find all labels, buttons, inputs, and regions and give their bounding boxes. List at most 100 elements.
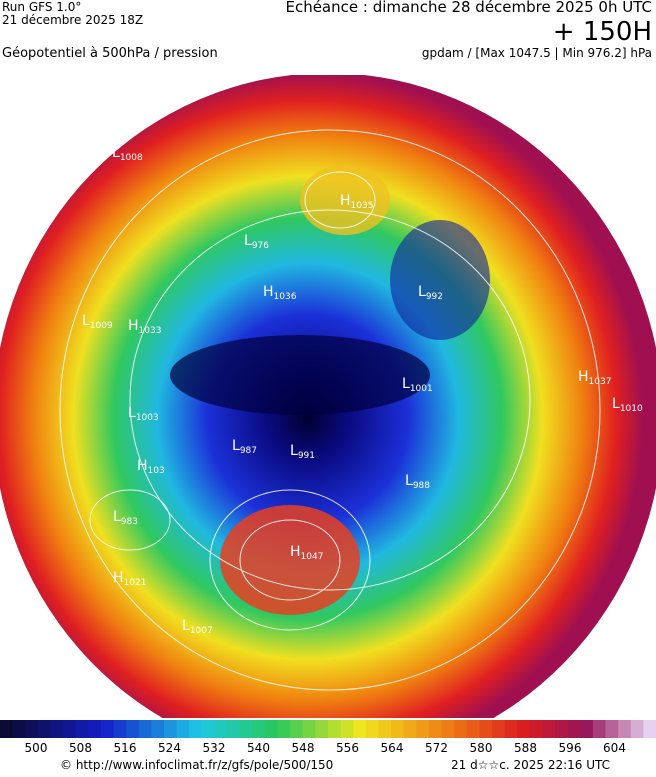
colorbar-cell [365,720,379,738]
center-value: 992 [426,292,443,302]
colorbar-label: 564 [381,741,404,755]
colorbar-label: 572 [425,741,448,755]
center-type: L [128,405,136,421]
colorbar-label: 604 [603,741,626,755]
center-value: 991 [298,451,315,461]
colorbar-cell [138,720,152,738]
center-type: L [182,618,190,634]
center-value: 988 [413,481,430,491]
pressure-center: L1009 [82,313,113,331]
center-type: L [405,473,413,489]
colorbar-cell [643,720,656,738]
center-type: L [112,145,120,161]
colorbar-label: 548 [292,741,315,755]
trough [170,335,430,415]
center-value: 987 [240,446,257,456]
isobars [59,129,601,691]
center-type: L [402,376,410,392]
pressure-center: H1035 [340,193,373,211]
center-type: H [340,193,351,209]
center-value: 1021 [124,578,147,588]
colorbar-cell [290,720,304,738]
colorbar-cell [542,720,556,738]
center-type: H [578,369,589,385]
center-type: H [128,318,139,334]
colorbar-cell [164,720,178,738]
colorbar-cell [328,720,342,738]
colorbar-cell [176,720,190,738]
colorbar-cell [37,720,51,738]
units-label: gpdam / [Max 1047.5 | Min 976.2] hPa [422,46,652,60]
run-date: 21 décembre 2025 18Z [2,13,143,27]
colorbar-cell [264,720,279,738]
pressure-center: L987 [232,438,257,456]
center-value: 1047 [301,552,324,562]
pressure-center: L1003 [128,405,159,423]
pressure-center: L988 [405,473,430,491]
colorbar-cell [378,720,392,738]
colorbar-cell [126,720,140,738]
colorbar-cell [0,720,14,738]
colorbar-cell [454,720,468,738]
colorbar-cell [428,720,443,738]
forecast-time: Echéance : dimanche 28 décembre 2025 0h … [285,0,652,16]
center-value: 1035 [351,201,374,211]
colorbar-cell [529,720,543,738]
center-type: H [290,544,301,560]
pressure-center: L1008 [112,145,143,163]
colorbar-cell [302,720,316,738]
run-label: Run GFS 1.0° [2,0,81,14]
pressure-center: H1036 [263,284,297,302]
center-value: 1009 [90,321,113,331]
pressure-center: H1047 [290,544,323,562]
center-type: L [113,509,121,525]
colorbar-cell [12,720,26,738]
center-value: 1007 [190,626,213,636]
pressure-center: L1010 [612,396,643,414]
colorbar-label: 588 [514,741,537,755]
center-type: L [290,443,298,459]
colorbar-label: 580 [470,741,493,755]
center-value: 103 [148,466,165,476]
pressure-center: L991 [290,443,315,461]
center-type: H [263,284,274,300]
colorbar-cell [466,720,480,738]
center-value: 1003 [136,413,159,423]
colorbar [0,720,656,738]
colorbar-cell [517,720,531,738]
center-type: L [232,438,240,454]
colorbar-cell [441,720,455,738]
colorbar-cell [315,720,329,738]
colorbar-cell [391,720,405,738]
colorbar-cell [403,720,417,738]
colorbar-cell [353,720,367,738]
pressure-center: H1033 [128,318,161,336]
center-value: 976 [252,241,269,251]
colorbar-cell [630,720,644,738]
colorbar-label: 532 [203,741,226,755]
timestamp: 21 d☆☆c. 2025 22:16 UTC [451,758,610,772]
colorbar-cell [479,720,493,738]
pressure-center: L983 [113,509,138,527]
colorbar-cell [605,720,619,738]
colorbar-cell [201,720,215,738]
center-type: H [113,570,124,586]
colorbar-label: 516 [114,741,137,755]
colorbar-cell [88,720,102,738]
forecast-hour: + 150H [553,17,652,47]
colorbar-cell [25,720,39,738]
center-value: 983 [121,517,138,527]
center-value: 1037 [589,377,612,387]
colorbar-cell [239,720,253,738]
pressure-center: H1021 [113,570,146,588]
colorbar-cell [567,720,581,738]
center-value: 1036 [274,292,297,302]
colorbar-cell [555,720,569,738]
colorbar-cell [504,720,518,738]
colorbar-label: 540 [247,741,270,755]
center-value: 1001 [410,384,433,394]
colorbar-cell [63,720,77,738]
colorbar-cell [151,720,165,738]
